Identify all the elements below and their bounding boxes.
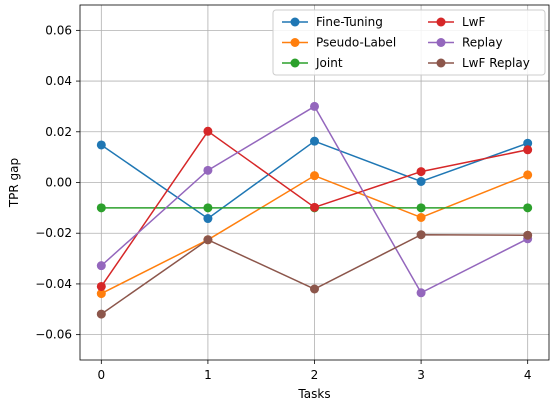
data-point	[310, 101, 319, 111]
y-tick-label: 0.00	[45, 176, 72, 190]
data-point	[203, 165, 213, 175]
x-tick-label: 2	[311, 368, 319, 382]
data-point	[416, 167, 426, 177]
data-point	[310, 171, 319, 181]
data-point	[203, 214, 213, 224]
legend-item: Joint	[282, 56, 343, 70]
legend-item: LwF	[428, 15, 486, 29]
data-point	[416, 203, 426, 213]
data-point	[96, 281, 106, 291]
y-tick-label: −0.06	[35, 328, 72, 342]
data-point	[416, 212, 426, 222]
data-point	[96, 203, 106, 213]
y-tick-label: −0.04	[35, 277, 72, 291]
legend-label: LwF	[462, 15, 486, 29]
x-tick-label: 3	[417, 368, 425, 382]
legend-item: LwF Replay	[428, 56, 530, 70]
data-point	[416, 176, 426, 186]
y-tick-label: 0.06	[45, 23, 72, 37]
y-tick-label: −0.02	[35, 226, 72, 240]
legend-item: Replay	[428, 36, 503, 50]
data-point	[523, 170, 533, 180]
legend-box	[272, 9, 546, 76]
data-point	[310, 202, 319, 212]
legend-marker	[290, 38, 300, 47]
data-point	[310, 284, 319, 294]
legend-label: Joint	[315, 56, 343, 70]
data-point	[96, 309, 106, 319]
legend-marker	[290, 58, 300, 68]
x-tick-label: 4	[524, 368, 532, 382]
data-point	[96, 140, 106, 150]
axes: 0 1 2 3 4 −0.06 −0.04 −0.02 0.00 0.02 0.04 0.06	[35, 4, 550, 382]
y-tick-label: 0.04	[45, 74, 72, 88]
y-tick-label: 0.02	[45, 125, 72, 139]
legend-marker	[436, 58, 446, 68]
x-tick-label: 0	[97, 368, 105, 382]
legend-label: Replay	[462, 36, 503, 50]
series-lwf	[96, 126, 533, 291]
data-point	[96, 289, 106, 299]
x-tick-label: 1	[204, 368, 212, 382]
data-point	[523, 230, 533, 240]
data-point	[203, 235, 213, 245]
data-point	[416, 230, 426, 240]
series-layer	[96, 101, 533, 319]
data-point	[523, 138, 533, 148]
series-fine-tuning	[96, 136, 533, 224]
data-point	[523, 145, 533, 155]
legend-marker	[436, 38, 446, 47]
data-point	[96, 261, 106, 271]
legend-item: Fine-Tuning	[282, 15, 383, 29]
legend-label: Pseudo-Label	[316, 36, 396, 50]
x-axis-label: Tasks	[297, 387, 330, 401]
data-point	[523, 203, 533, 213]
legend-marker	[436, 17, 446, 27]
data-point	[416, 288, 426, 298]
series-pseudo-label	[96, 170, 533, 299]
legend-label: LwF Replay	[462, 56, 530, 70]
legend: Fine-Tuning Pseudo-Label Joint LwF Replay LwF…	[272, 9, 546, 76]
series-lwf-replay	[96, 230, 533, 319]
legend-label: Fine-Tuning	[316, 15, 383, 29]
data-point	[310, 136, 319, 146]
y-axis-label: TPR gap	[7, 158, 21, 208]
legend-item: Pseudo-Label	[282, 36, 396, 50]
legend-marker	[290, 17, 300, 27]
data-point	[203, 126, 213, 136]
data-point	[203, 203, 213, 213]
